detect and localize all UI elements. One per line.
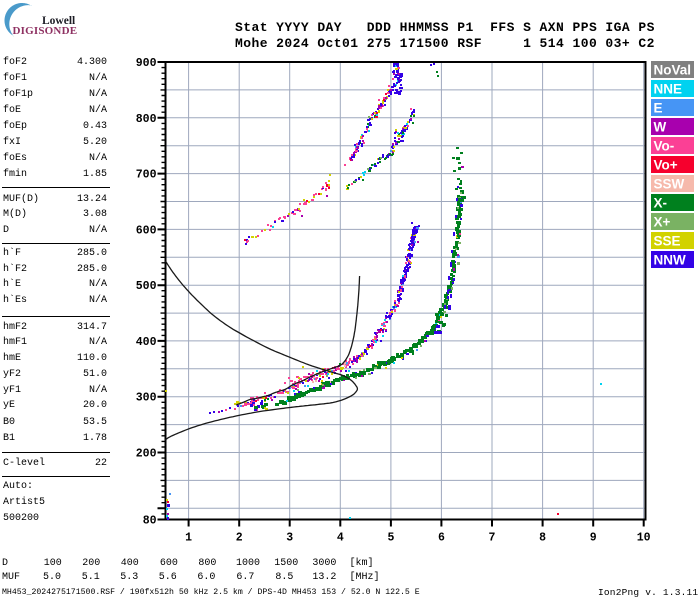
svg-text:NNW: NNW — [654, 253, 686, 268]
svg-text:5: 5 — [387, 532, 394, 545]
svg-text:W: W — [654, 120, 667, 135]
svg-text:NNE: NNE — [654, 82, 683, 97]
svg-text:X-: X- — [654, 196, 668, 211]
svg-text:700: 700 — [136, 169, 157, 182]
svg-text:600: 600 — [136, 224, 157, 237]
svg-text:SSW: SSW — [654, 177, 685, 192]
svg-text:4: 4 — [337, 532, 344, 545]
svg-text:10: 10 — [637, 532, 651, 545]
svg-text:500: 500 — [136, 280, 157, 293]
svg-text:400: 400 — [136, 336, 157, 349]
svg-text:X+: X+ — [654, 215, 671, 230]
svg-text:Vo-: Vo- — [654, 139, 675, 154]
svg-text:800: 800 — [136, 113, 157, 126]
svg-text:200: 200 — [136, 448, 157, 461]
svg-text:900: 900 — [136, 57, 157, 70]
svg-text:8: 8 — [539, 532, 546, 545]
svg-text:E: E — [654, 101, 663, 116]
svg-text:9: 9 — [590, 532, 597, 545]
svg-text:6: 6 — [438, 532, 445, 545]
svg-text:7: 7 — [489, 532, 496, 545]
svg-text:3: 3 — [286, 532, 293, 545]
svg-text:2: 2 — [236, 532, 243, 545]
svg-text:300: 300 — [136, 392, 157, 405]
svg-text:SSE: SSE — [654, 234, 681, 249]
svg-text:NoVal: NoVal — [654, 63, 692, 78]
svg-text:1: 1 — [185, 532, 192, 545]
svg-text:Vo+: Vo+ — [654, 158, 678, 173]
svg-text:80: 80 — [143, 515, 157, 528]
